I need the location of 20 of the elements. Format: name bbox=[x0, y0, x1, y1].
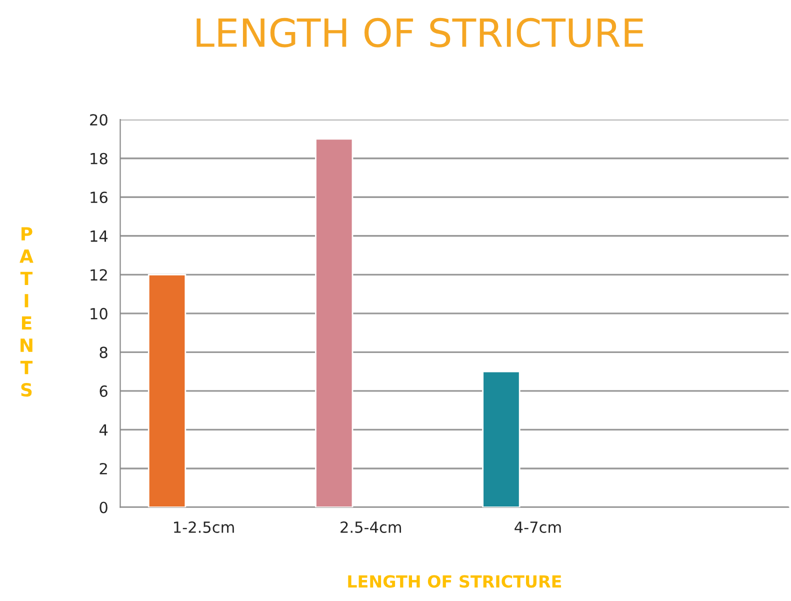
bar bbox=[315, 138, 354, 508]
y-tick-label: 6 bbox=[100, 385, 108, 397]
x-tick-label: 2.5-4cm bbox=[340, 521, 401, 533]
y-tick-label: 8 bbox=[100, 346, 108, 358]
y-tick-label: 18 bbox=[90, 152, 108, 164]
y-tick-label: 14 bbox=[90, 230, 108, 242]
bar bbox=[482, 370, 520, 508]
y-tick-label: 2 bbox=[100, 462, 107, 474]
y-axis-title: PATIENTS bbox=[20, 227, 34, 397]
y-tick-label: 16 bbox=[90, 192, 108, 204]
bar bbox=[148, 274, 186, 508]
chart-title: LENGTH OF STRICTURE bbox=[196, 18, 644, 48]
y-tick-label: 0 bbox=[100, 502, 108, 514]
y-tick-label: 10 bbox=[90, 308, 108, 320]
x-tick-label: 4-7cm bbox=[514, 522, 561, 533]
x-tick-label: 1-2.5cm bbox=[174, 521, 234, 533]
y-tick-label: 20 bbox=[90, 114, 108, 126]
y-tick-label: 12 bbox=[90, 269, 107, 280]
x-axis-title: LENGTH OF STRICTURE bbox=[348, 575, 561, 588]
y-tick-label: 4 bbox=[99, 424, 108, 436]
